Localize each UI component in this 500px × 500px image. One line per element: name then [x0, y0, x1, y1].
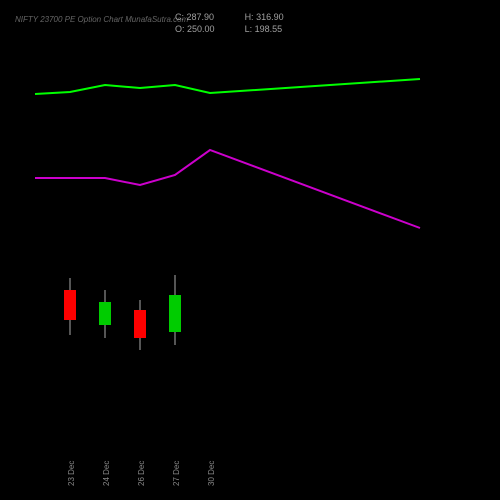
x-tick-label: 23 Dec [67, 461, 76, 486]
x-tick-label: 30 Dec [207, 461, 216, 486]
chart-plot [0, 0, 500, 500]
x-tick-label: 24 Dec [102, 461, 111, 486]
x-tick-label: 26 Dec [137, 461, 146, 486]
x-tick-label: 27 Dec [172, 461, 181, 486]
x-axis-labels: 23 Dec 24 Dec 26 Dec 27 Dec 30 Dec [0, 430, 500, 490]
